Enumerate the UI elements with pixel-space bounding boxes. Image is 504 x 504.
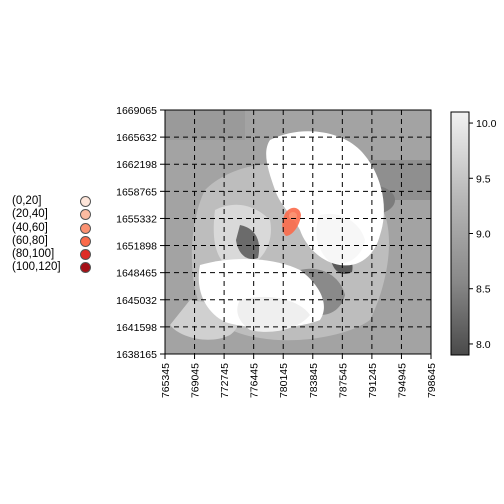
colorbar-tick-label: 9.0 <box>476 229 491 241</box>
legend-label: (40,60] <box>12 221 48 234</box>
legend-label: (80,100] <box>12 248 55 261</box>
y-tick-label: 1658765 <box>116 186 157 198</box>
legend-swatch-icon <box>80 209 91 221</box>
colorbar <box>450 111 470 356</box>
legend-label: (0,20] <box>12 195 42 207</box>
x-tick-label: 798645 <box>426 363 438 398</box>
colorbar-tick-label: 8.0 <box>476 339 491 351</box>
colorbar-tick-label: 10.0 <box>476 118 497 130</box>
y-tick-label: 1665632 <box>116 132 157 144</box>
y-tick-label: 1662198 <box>116 159 157 171</box>
legend-entry: (60,80] <box>10 235 100 248</box>
y-tick-label: 1648465 <box>116 268 157 280</box>
colorbar-tick-label: 9.5 <box>476 173 491 185</box>
legend-entry: (100,120] <box>10 261 100 274</box>
legend-swatch-icon <box>80 235 91 247</box>
y-axis: 1669065 1665632 1662198 1658765 1655332 16518… <box>116 105 165 361</box>
legend-entry: (40,60] <box>10 222 100 235</box>
x-tick-label: 783845 <box>308 363 320 398</box>
x-tick-label: 791245 <box>367 363 379 398</box>
category-legend: (0,20] (20,40] (40,60] (60,80] (80,100] … <box>10 195 100 275</box>
x-tick-label: 772745 <box>219 363 231 398</box>
x-tick-label: 794945 <box>396 363 408 398</box>
legend-label: (100,120] <box>12 261 61 274</box>
x-tick-label: 776445 <box>249 363 261 398</box>
y-tick-label: 1638165 <box>116 349 157 361</box>
x-tick-label: 769045 <box>190 363 202 398</box>
x-axis: 765345 769045 772745 776445 780145 783845 7875… <box>160 354 438 398</box>
x-tick-label: 780145 <box>278 363 290 398</box>
legend-entry: (0,20] <box>10 195 100 208</box>
legend-label: (60,80] <box>12 234 48 247</box>
x-tick-label: 765345 <box>160 363 172 398</box>
legend-swatch-icon <box>80 249 91 261</box>
y-tick-label: 1655332 <box>116 213 157 225</box>
legend-swatch-icon <box>80 222 91 234</box>
x-tick-label: 787545 <box>337 363 349 398</box>
colorbar-axis: 10.0 9.5 9.0 8.5 8.0 <box>469 118 497 351</box>
y-tick-label: 1645032 <box>116 295 157 307</box>
legend-entry: (20,40] <box>10 208 100 221</box>
legend-swatch-icon <box>80 262 91 274</box>
grid-lines <box>164 109 432 355</box>
legend-entry: (80,100] <box>10 248 100 261</box>
colorbar-tick-label: 8.5 <box>476 284 491 296</box>
legend-label: (20,40] <box>12 208 48 221</box>
y-tick-label: 1669065 <box>116 105 157 117</box>
y-tick-label: 1641598 <box>116 322 157 334</box>
legend-swatch-icon <box>80 196 91 207</box>
y-tick-label: 1651898 <box>116 241 157 253</box>
raster-panel <box>165 110 431 354</box>
